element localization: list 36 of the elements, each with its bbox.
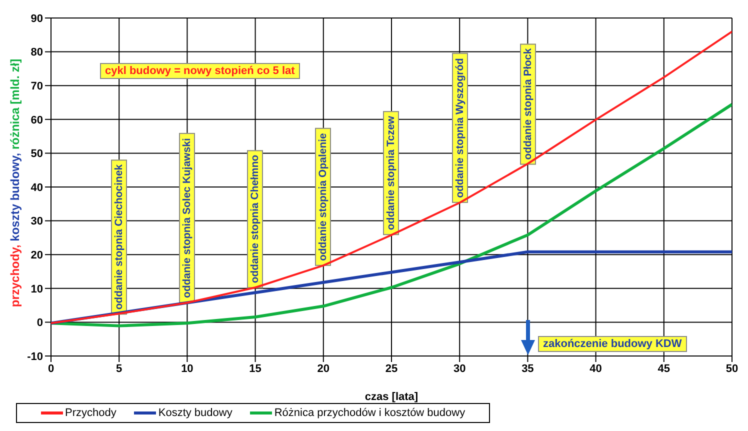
y-tick-label: 40 (30, 182, 43, 194)
y-tick-label: 60 (30, 114, 43, 126)
x-tick-label: 50 (726, 362, 738, 375)
y-tick-label: 80 (30, 46, 43, 59)
y-axis-title: przychody, koszty budowy, różnica [mld. zł] (8, 58, 22, 308)
annotation: oddanie stopnia Płock (520, 43, 536, 165)
x-tick-label: 5 (116, 362, 122, 375)
annotation: oddanie stopnia Ciechocinek (111, 159, 127, 315)
x-tick-label: 15 (249, 362, 262, 375)
y-tick-label: 20 (30, 250, 43, 262)
y-tick-label: 10 (30, 283, 43, 296)
annotation: oddanie stopnia Opalenie (315, 128, 331, 266)
annotation: oddanie stopnia Chełmno (247, 150, 263, 288)
annotation: oddanie stopnia Wyszogród (452, 53, 468, 203)
legend-label: Przychody (64, 406, 116, 420)
y-tick-label: 30 (30, 216, 43, 228)
legend-label: Koszty budowy (157, 406, 232, 420)
annotation: zakończenie budowy KDW (538, 336, 687, 352)
x-tick-label: 20 (317, 362, 330, 375)
legend-label: Różnica przychodów i kosztów budowy (273, 406, 466, 420)
annotation: oddanie stopnia Tczew (383, 110, 399, 236)
y-tick-label: 90 (30, 12, 43, 25)
x-tick-label: 0 (48, 362, 54, 375)
x-tick-label: 35 (522, 362, 534, 375)
x-tick-label: 45 (658, 362, 670, 375)
x-tick-label: 25 (385, 362, 398, 375)
x-tick-label: 10 (181, 362, 194, 375)
annotation: cykl budowy = nowy stopień co 5 lat (100, 63, 300, 79)
y-tick-label: 50 (30, 148, 43, 160)
x-tick-label: 30 (453, 362, 466, 375)
y-tick-label: -10 (27, 350, 43, 363)
y-tick-label: 70 (30, 80, 43, 93)
annotation: oddanie stopnia Solec Kujawski (179, 133, 195, 303)
x-axis-title: czas [lata] (364, 391, 418, 403)
y-tick-label: 0 (36, 317, 43, 330)
x-tick-label: 40 (590, 362, 602, 375)
